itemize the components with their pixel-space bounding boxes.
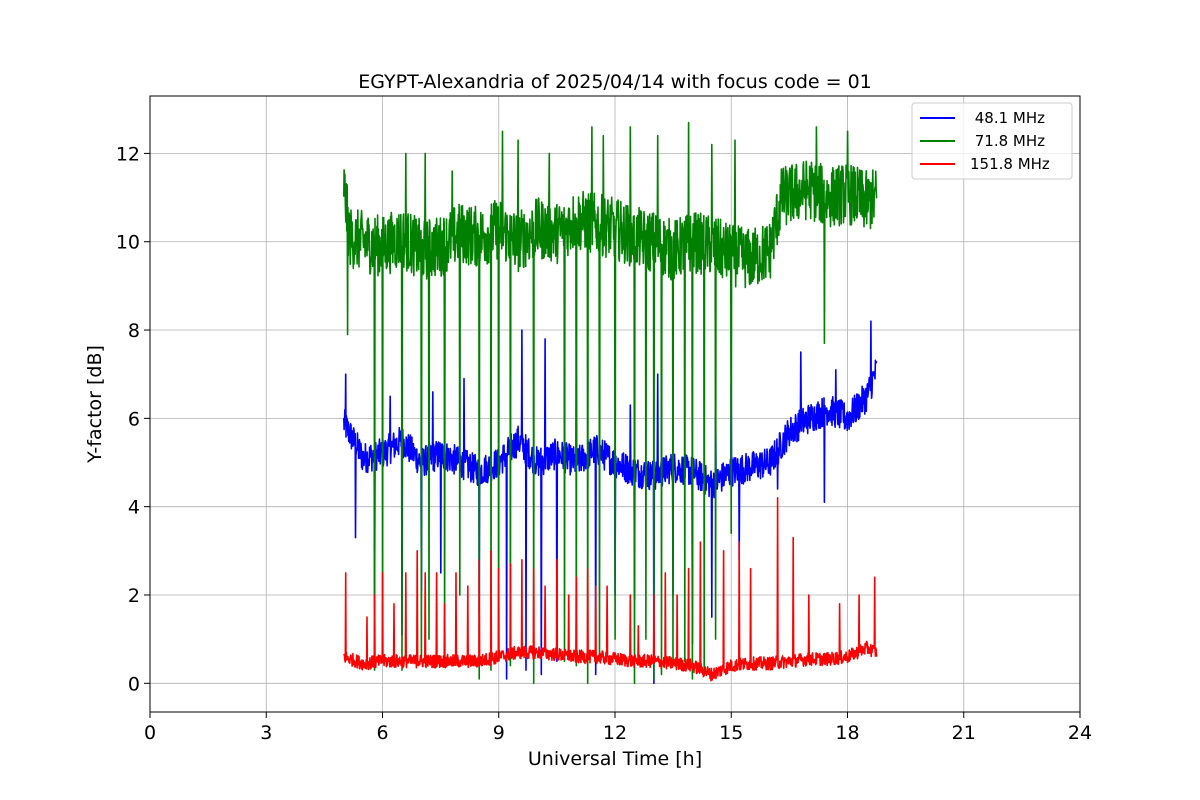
legend-box <box>911 102 1073 180</box>
series-line-0 <box>343 320 878 685</box>
x-tick-label: 3 <box>260 722 272 744</box>
chart-title: EGYPT-Alexandria of 2025/04/14 with focu… <box>358 71 872 93</box>
x-tick-label: 24 <box>1068 722 1092 744</box>
legend: 48.1 MHz 71.8 MHz 151.8 MHz <box>911 102 1073 180</box>
x-tick-label: 12 <box>603 722 627 744</box>
y-tick-label: 12 <box>116 143 140 165</box>
legend-label: 71.8 MHz <box>970 132 1045 150</box>
x-tick-label: 15 <box>719 722 743 744</box>
y-tick-label: 10 <box>116 232 140 254</box>
x-tick-label: 9 <box>493 722 505 744</box>
y-axis-label: Y-factor [dB] <box>84 345 106 464</box>
x-tick-label: 0 <box>144 722 156 744</box>
legend-label: 48.1 MHz <box>970 109 1045 127</box>
y-tick-label: 2 <box>128 585 140 607</box>
x-tick-label: 21 <box>952 722 976 744</box>
x-tick-label: 6 <box>376 722 388 744</box>
x-tick-label: 18 <box>835 722 859 744</box>
x-axis: 0 3 6 9 12 15 18 21 24 <box>144 712 1092 744</box>
y-tick-label: 4 <box>128 497 140 519</box>
y-axis: 0 2 4 6 8 10 12 <box>116 143 150 695</box>
plot-area <box>343 121 878 685</box>
y-tick-label: 8 <box>128 320 140 342</box>
legend-label: 151.8 MHz <box>970 155 1050 173</box>
x-axis-label: Universal Time [h] <box>528 748 702 770</box>
series-line-2 <box>343 497 878 682</box>
y-tick-label: 6 <box>128 408 140 430</box>
y-tick-label: 0 <box>128 673 140 695</box>
series-line-1 <box>343 121 878 685</box>
